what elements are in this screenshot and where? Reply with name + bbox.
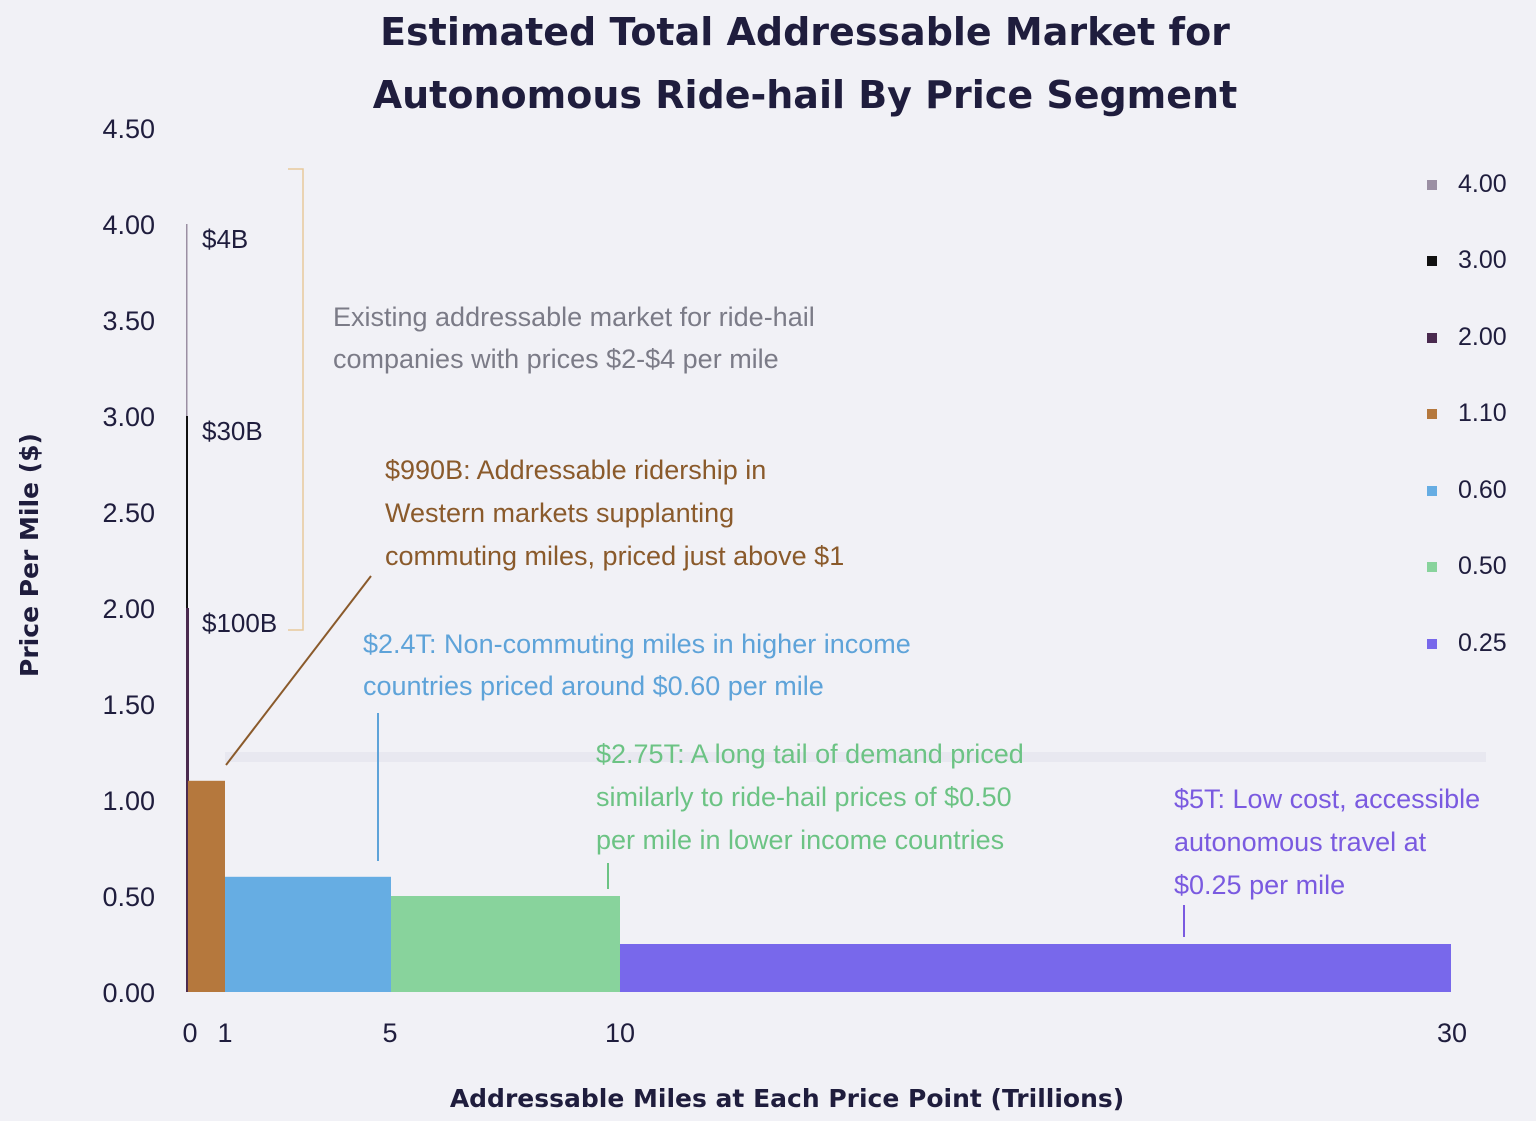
y-tick-label: 2.50 bbox=[102, 498, 155, 528]
segment-label: $100B bbox=[202, 608, 277, 638]
annotation-2_75t-line: per mile in lower income countries bbox=[596, 825, 1004, 855]
x-tick-label: 30 bbox=[1437, 1018, 1467, 1048]
legend-label: 0.60 bbox=[1458, 476, 1507, 504]
bar-0-50 bbox=[391, 896, 620, 992]
y-tick-label: 0.00 bbox=[102, 978, 155, 1008]
bar-0-25 bbox=[620, 944, 1451, 992]
segment-label: $30B bbox=[202, 416, 263, 446]
legend-swatch bbox=[1427, 562, 1437, 572]
annotation-990b-line: $990B: Addressable ridership in bbox=[385, 455, 766, 485]
annotation-5t-line: $0.25 per mile bbox=[1174, 870, 1345, 900]
legend-label: 0.50 bbox=[1458, 552, 1507, 580]
annotation-2_75t-line: similarly to ride-hail prices of $0.50 bbox=[596, 782, 1012, 812]
annotation-2_4t-line: countries priced around $0.60 per mile bbox=[363, 671, 824, 701]
existing-market-bracket bbox=[288, 168, 304, 631]
y-tick-label: 4.50 bbox=[102, 114, 155, 144]
legend-swatch bbox=[1427, 409, 1437, 419]
legend-swatch bbox=[1427, 180, 1437, 190]
legend-label: 0.25 bbox=[1458, 629, 1507, 657]
y-tick-label: 0.50 bbox=[102, 882, 155, 912]
bars bbox=[186, 224, 1451, 992]
y-tick-label: 1.50 bbox=[102, 690, 155, 720]
y-axis-ticks: 0.00 0.50 1.00 1.50 2.00 2.50 3.00 3.50 4.00 4.50 bbox=[102, 114, 155, 1008]
chart-title-line-1: Estimated Total Addressable Market for bbox=[380, 10, 1230, 54]
segment-labels: $4B $30B $100B bbox=[202, 224, 277, 638]
x-tick-label: 1 bbox=[217, 1018, 232, 1048]
legend-swatch bbox=[1427, 333, 1437, 343]
legend-swatch bbox=[1427, 256, 1437, 266]
legend-label: 4.00 bbox=[1458, 170, 1507, 198]
bar-0-60 bbox=[225, 876, 391, 992]
y-tick-label: 2.00 bbox=[102, 594, 155, 624]
bar-2-00 bbox=[186, 608, 189, 992]
annotations: Existing addressable market for ride-hai… bbox=[333, 302, 1480, 900]
legend-swatch bbox=[1427, 486, 1437, 496]
annotation-5t-line: $5T: Low cost, accessible bbox=[1174, 784, 1480, 814]
annotation-2_4t-line: $2.4T: Non-commuting miles in higher inc… bbox=[363, 629, 911, 659]
legend-label: 2.00 bbox=[1458, 323, 1507, 351]
annotation-existing-line: companies with prices $2-$4 per mile bbox=[333, 344, 779, 374]
x-tick-label: 5 bbox=[382, 1018, 397, 1048]
segment-label: $4B bbox=[202, 224, 248, 254]
x-tick-label: 0 bbox=[182, 1018, 197, 1048]
annotation-5t-line: autonomous travel at bbox=[1174, 827, 1427, 857]
legend: 4.00 3.00 2.00 1.10 0.60 0.50 0.25 bbox=[1427, 170, 1507, 657]
annotation-990b-line: Western markets supplanting bbox=[385, 498, 734, 528]
annotation-990b-line: commuting miles, priced just above $1 bbox=[385, 541, 844, 571]
y-tick-label: 4.00 bbox=[102, 210, 155, 240]
legend-label: 3.00 bbox=[1458, 246, 1507, 274]
y-tick-label: 3.50 bbox=[102, 306, 155, 336]
bar-1-10 bbox=[187, 780, 225, 992]
leader-990b bbox=[225, 575, 372, 766]
y-tick-label: 3.00 bbox=[102, 402, 155, 432]
annotation-existing-line: Existing addressable market for ride-hai… bbox=[333, 302, 815, 332]
y-axis-title: Price Per Mile ($) bbox=[15, 433, 44, 677]
chart-title-line-2: Autonomous Ride-hail By Price Segment bbox=[373, 73, 1238, 117]
legend-label: 1.10 bbox=[1458, 399, 1507, 427]
legend-swatch bbox=[1427, 639, 1437, 649]
x-tick-label: 10 bbox=[605, 1018, 635, 1048]
x-axis-title: Addressable Miles at Each Price Point (T… bbox=[450, 1084, 1124, 1113]
y-tick-label: 1.00 bbox=[102, 786, 155, 816]
annotation-2_75t-line: $2.75T: A long tail of demand priced bbox=[596, 739, 1024, 769]
x-axis-ticks: 0 1 5 10 30 bbox=[182, 1018, 1467, 1048]
